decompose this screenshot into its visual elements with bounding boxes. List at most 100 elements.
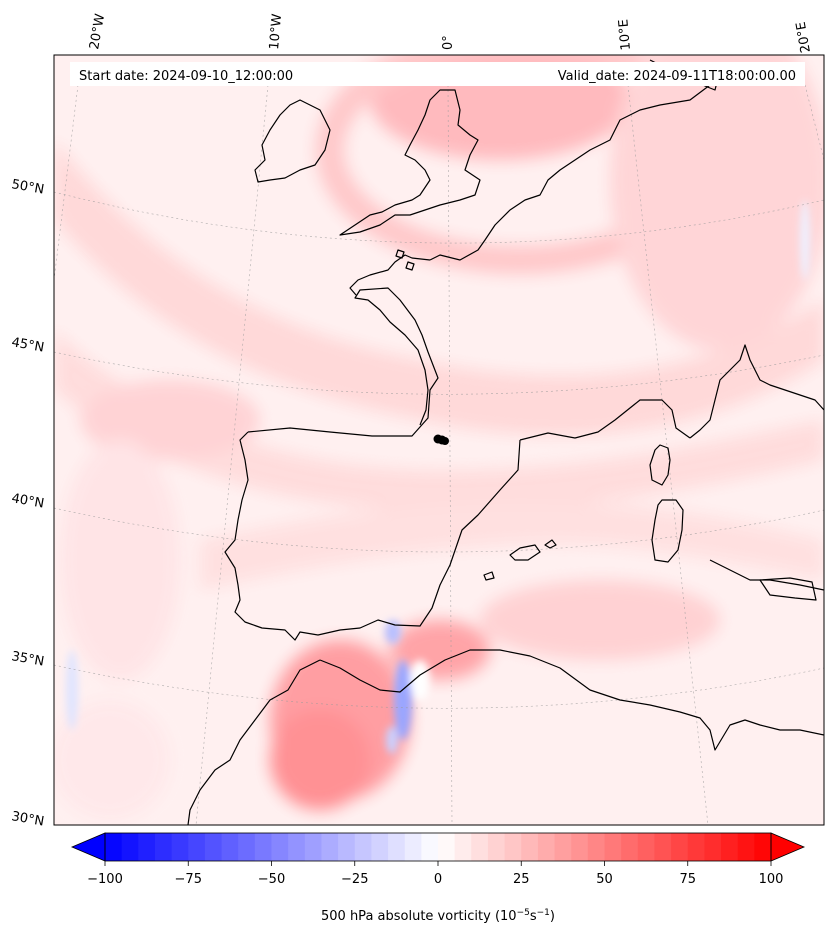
meridian-10e <box>627 84 709 825</box>
coast-sardinia <box>651 499 684 563</box>
coast-france-north <box>349 84 711 296</box>
storm-center-marker <box>433 434 449 445</box>
valid-date-label: Valid_date: 2024-09-11T18:00:00.00 <box>558 69 796 84</box>
colorbar-cell <box>671 833 689 861</box>
coast-balearic <box>483 539 557 581</box>
colorbar-cell <box>587 833 606 861</box>
negative-vorticity-north <box>385 620 401 644</box>
colorbar-tick-label: 25 <box>513 872 530 887</box>
colorbar-cell <box>354 833 372 861</box>
colorbar-tick-label: −50 <box>258 872 285 887</box>
colorbar-label: 500 hPa absolute vorticity (10−5s−1) <box>321 908 555 924</box>
colorbar-cell <box>338 833 356 861</box>
vorticity-iberia-west <box>80 380 260 460</box>
coast-corsica <box>649 444 671 486</box>
colorbar-cell <box>304 833 323 861</box>
vorticity-east <box>610 55 824 350</box>
coast-africa <box>187 649 824 825</box>
colorbar-ticks: −100 −75 −50 −25 0 25 50 75 100 <box>87 861 783 887</box>
lon-label-0: 0° <box>441 35 456 50</box>
coast-channel-islands <box>395 249 415 271</box>
lat-label-35n: 35°N <box>10 649 45 669</box>
vorticity-mediterranean <box>480 580 720 660</box>
lat-label-40n: 40°N <box>10 491 45 511</box>
meridian-0 <box>447 84 453 825</box>
lon-label-20w: 20°W <box>87 13 108 51</box>
colorbar-tick-label: 0 <box>434 872 442 887</box>
colorbar-cell <box>288 833 306 861</box>
colorbar-cell <box>421 833 439 861</box>
negative-vorticity-core <box>394 660 412 740</box>
colorbar-tick-label: −75 <box>175 872 202 887</box>
colorbar-cell <box>654 833 672 861</box>
coast-ireland <box>254 99 331 183</box>
vorticity-band <box>200 500 824 590</box>
colorbar-tick-label: 50 <box>596 872 613 887</box>
colorbar-cell <box>171 833 189 861</box>
colorbar-cell <box>121 833 139 861</box>
header-box <box>70 62 805 86</box>
vorticity-band <box>54 330 824 510</box>
coast-britain <box>339 89 481 236</box>
parallel-50n <box>54 191 824 244</box>
lat-label-50n: 50°N <box>10 177 45 197</box>
colorbar-cell <box>188 833 206 861</box>
colorbar-cell <box>388 833 406 861</box>
colorbar-cell <box>371 833 389 861</box>
colorbar-cell <box>504 833 522 861</box>
vorticity-high-africa <box>270 710 370 810</box>
colorbar-cell <box>537 833 556 861</box>
coast-iberia <box>224 287 691 641</box>
colorbar-cell <box>438 833 456 861</box>
colorbar-cell <box>521 833 539 861</box>
vorticity-atlantic <box>60 440 180 680</box>
colorbar-tick-label: −100 <box>87 872 123 887</box>
colorbar-cell <box>554 833 572 861</box>
colorbar-extend-max <box>770 832 806 862</box>
colorbar-cell <box>138 833 156 861</box>
coast-sicily <box>759 577 817 601</box>
vorticity-southwest <box>54 700 170 820</box>
colorbar-cell <box>737 833 755 861</box>
vorticity-band <box>54 140 824 436</box>
colorbar-cell <box>687 833 705 861</box>
colorbar-cell <box>621 833 639 861</box>
negative-vorticity-west <box>66 650 78 730</box>
lat-label-30n: 30°N <box>10 809 45 829</box>
map-panel <box>54 55 824 825</box>
colorbar-tick-label: 100 <box>759 872 784 887</box>
colorbar-cell <box>487 833 506 861</box>
graticule <box>54 84 824 825</box>
colorbar-cell <box>637 833 656 861</box>
negative-vorticity-tail <box>386 726 398 754</box>
negative-vorticity-strait-white <box>410 660 430 700</box>
colorbar-cell <box>704 833 722 861</box>
map-frame <box>53 54 825 826</box>
colorbar-cell <box>321 833 339 861</box>
colorbar-tick-label: −25 <box>341 872 368 887</box>
colorbar-cell <box>221 833 239 861</box>
colorbar-cells <box>105 833 772 861</box>
colorbar-cell <box>404 833 422 861</box>
negative-vorticity <box>66 200 810 754</box>
negative-vorticity-ne <box>800 200 810 280</box>
lon-label-10w: 10°W <box>267 13 285 50</box>
lon-label-20e: 20°E <box>794 21 814 54</box>
colorbar-cell <box>754 833 772 861</box>
colorbar-cell <box>571 833 589 861</box>
start-date-label: Start date: 2024-09-10_12:00:00 <box>79 69 293 84</box>
meridian-10w <box>195 84 269 825</box>
colorbar-cell <box>604 833 622 861</box>
colorbar-cell <box>254 833 273 861</box>
colorbar-cell <box>105 833 123 861</box>
colorbar: −100 −75 −50 −25 0 25 50 75 100 500 hPa absolute… <box>70 832 806 924</box>
colorbar-cell <box>721 833 739 861</box>
marker-dot <box>441 437 449 445</box>
colorbar-tick-label: 75 <box>679 872 696 887</box>
colorbar-cell <box>204 833 223 861</box>
colorbar-cell <box>454 833 472 861</box>
colorbar-cell <box>154 833 173 861</box>
colorbar-extend-min <box>70 832 106 862</box>
lon-label-10e: 10°E <box>616 19 634 51</box>
